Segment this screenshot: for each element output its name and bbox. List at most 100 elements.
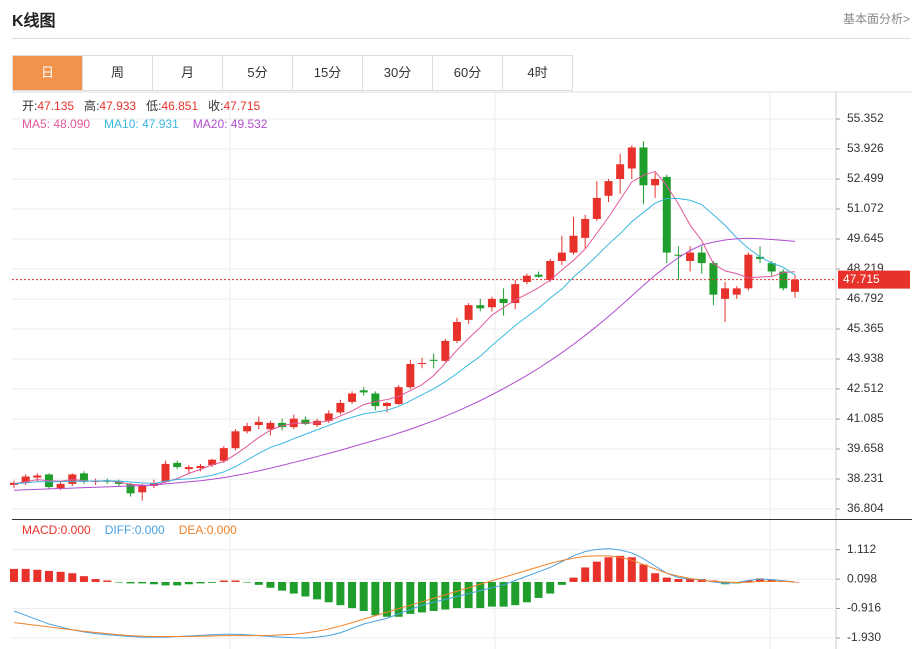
candle-body [243, 426, 252, 432]
macd-bar [429, 581, 438, 611]
macd-bar [79, 576, 88, 582]
divider [12, 38, 910, 39]
candle-body [359, 390, 368, 393]
y-tick-label: 51.072 [847, 201, 884, 215]
candle-body [557, 252, 566, 262]
macd-bar [534, 581, 543, 598]
candle-body [348, 393, 357, 402]
period-tab[interactable]: 5分 [223, 56, 293, 90]
macd-line [13, 555, 796, 638]
candle-body [429, 359, 438, 361]
candle-body [266, 422, 275, 430]
macd-bar [278, 581, 287, 591]
candle-body [651, 178, 660, 186]
period-tab[interactable]: 30分 [363, 56, 433, 90]
legend-entry: MA10: 47.931 [104, 117, 179, 131]
macd-bar [336, 581, 345, 606]
info-value: 47.135 [37, 99, 74, 113]
y-tick-label: 0.098 [847, 571, 877, 585]
period-tab[interactable]: 日 [13, 56, 83, 90]
y-tick-label: 52.499 [847, 171, 884, 185]
candle-body [511, 284, 520, 304]
candle-body [406, 364, 415, 388]
info-label: 收: [208, 99, 223, 113]
candle-body [126, 483, 135, 494]
y-tick-label: 45.365 [847, 321, 884, 335]
macd-bar [417, 581, 426, 613]
macd-bar [557, 581, 566, 585]
macd-bar [651, 573, 660, 582]
macd-bar [756, 578, 765, 582]
y-tick-label: -0.916 [847, 601, 881, 615]
candle-body [732, 288, 741, 295]
period-tab[interactable]: 15分 [293, 56, 363, 90]
macd-bar [383, 581, 392, 617]
macd-bar [10, 568, 18, 582]
candle-body [184, 467, 193, 470]
ma-line [13, 197, 796, 485]
period-tab[interactable]: 周 [83, 56, 153, 90]
macd-bar [231, 580, 240, 582]
macd-bar [324, 581, 333, 603]
macd-bar [406, 581, 415, 614]
candle-body [499, 298, 508, 304]
macd-bar [301, 581, 310, 597]
period-tab[interactable]: 4时 [503, 56, 573, 90]
macd-bar [499, 581, 508, 607]
macd-bar [161, 581, 170, 586]
macd-bar [546, 581, 555, 594]
y-tick-label: 43.938 [847, 351, 884, 365]
macd-bar [91, 579, 100, 582]
macd-bar [56, 571, 65, 582]
macd-bar [21, 568, 30, 582]
candle-body [114, 481, 123, 484]
candle-body [756, 256, 765, 259]
current-price-label: 47.715 [843, 272, 880, 286]
period-tabs: 日周月 5分 15分 30分 60分 4时 [12, 55, 573, 91]
macd-bar [476, 581, 485, 609]
fundamentals-link[interactable]: 基本面分析> [842, 12, 910, 26]
macd-bar [744, 580, 753, 582]
candle-body [546, 261, 555, 280]
macd-bar [219, 580, 228, 582]
candle-body [476, 305, 485, 309]
info-value: 47.933 [99, 99, 136, 113]
candle-body [662, 176, 671, 253]
macd-bar [196, 581, 205, 584]
macd-bar [487, 581, 496, 607]
candle-body [173, 462, 182, 468]
macd-bar [394, 581, 403, 617]
candle-body [56, 483, 65, 489]
candle-body [278, 422, 287, 428]
candle-body [721, 288, 730, 299]
candle-body [581, 218, 590, 238]
macd-bar [464, 581, 473, 609]
candle-body [744, 254, 753, 289]
candle-body [697, 252, 706, 264]
macd-bar [639, 564, 648, 582]
legend-entry: MA5: 48.090 [22, 117, 90, 131]
candle-body [417, 362, 426, 365]
macd-bar [581, 567, 590, 582]
period-tab[interactable]: 60分 [433, 56, 503, 90]
period-tab[interactable]: 月 [153, 56, 223, 90]
y-tick-label: 55.352 [847, 111, 884, 125]
candle-body [522, 275, 531, 283]
candle-body [219, 448, 228, 461]
y-tick-label: 1.112 [847, 542, 876, 556]
macd-bar [138, 581, 147, 584]
macd-bar [44, 570, 53, 582]
macd-bar [686, 579, 695, 582]
macd-bar [627, 557, 636, 582]
candle-body [371, 393, 380, 407]
info-value: 47.715 [223, 99, 260, 113]
macd-bar [616, 555, 625, 582]
macd-bar [33, 569, 42, 582]
candle-body [791, 279, 799, 292]
macd-bar [289, 581, 298, 594]
candle-body [196, 466, 205, 469]
info-label: 高: [84, 98, 99, 113]
page-title: K线图 [12, 13, 56, 30]
